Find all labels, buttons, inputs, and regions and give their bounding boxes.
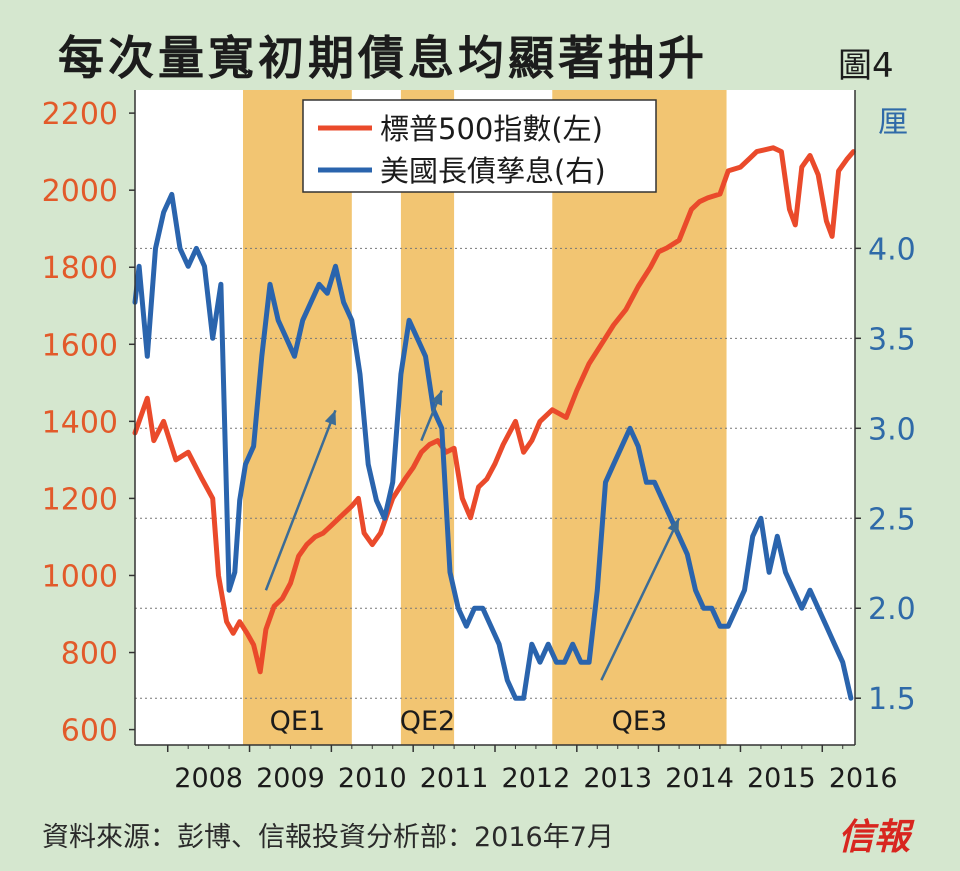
left-tick-label-1000: 1000: [42, 559, 118, 594]
arrowhead-qe1: [324, 410, 337, 426]
left-tick-label-2200: 2200: [42, 97, 118, 132]
chart-title: 每次量寬初期債息均顯著抽升: [58, 31, 708, 85]
right-tick-label-2.5: 2.5: [868, 502, 916, 537]
x-tick-label-2010: 2010: [338, 763, 407, 794]
arrow-qe3: [600, 517, 681, 681]
figure-label: 圖4: [838, 46, 894, 86]
left-tick-label-600: 600: [61, 714, 118, 749]
arrow-qe1: [264, 409, 337, 591]
publisher-logo: 信報: [838, 816, 911, 858]
legend-box: [302, 99, 657, 193]
left-tick-label-1800: 1800: [42, 251, 118, 286]
left-tick-label-1200: 1200: [42, 482, 118, 517]
qe-label-1: QE1: [270, 706, 326, 737]
right-tick-label-3.5: 3.5: [868, 322, 916, 357]
right-axis-unit: 厘: [878, 105, 908, 140]
x-tick-label-2013: 2013: [583, 763, 652, 794]
right-tick-label-1.5: 1.5: [868, 682, 916, 717]
source-note: 資料來源：彭博、信報投資分析部：2016年7月: [42, 822, 614, 853]
right-tick-label-3.0: 3.0: [868, 412, 916, 447]
qe-label-3: QE3: [612, 706, 668, 737]
left-tick-label-800: 800: [61, 637, 118, 672]
x-tick-label-2009: 2009: [256, 763, 325, 794]
sp500-line: [132, 145, 856, 675]
legend-label-treasury: 美國長債孳息(右): [380, 154, 606, 188]
x-tick-label-2008: 2008: [174, 763, 243, 794]
qe-band-2: [400, 90, 455, 745]
right-tick-label-2.0: 2.0: [868, 592, 916, 627]
x-tick-label-2011: 2011: [420, 763, 489, 794]
right-tick-label-4.0: 4.0: [868, 232, 916, 267]
qe-label-2: QE2: [400, 706, 456, 737]
left-tick-label-1400: 1400: [42, 405, 118, 440]
x-tick-label-2012: 2012: [502, 763, 571, 794]
x-tick-label-2016: 2016: [829, 763, 898, 794]
arrowhead-qe2: [430, 390, 443, 406]
legend-label-sp500: 標普500指數(左): [380, 112, 603, 146]
left-tick-label-1600: 1600: [42, 328, 118, 363]
x-tick-label-2015: 2015: [747, 763, 816, 794]
x-tick-label-2014: 2014: [665, 763, 734, 794]
treasury-yield-line: [132, 191, 854, 701]
qe-band-3: [552, 90, 727, 745]
left-tick-label-2000: 2000: [42, 174, 118, 209]
arrowhead-qe3: [667, 518, 680, 534]
